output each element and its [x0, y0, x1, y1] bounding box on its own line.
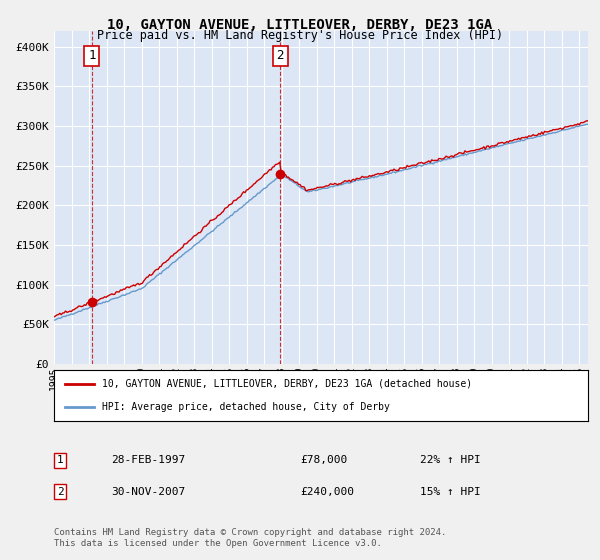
Text: 10, GAYTON AVENUE, LITTLEOVER, DERBY, DE23 1GA: 10, GAYTON AVENUE, LITTLEOVER, DERBY, DE… [107, 18, 493, 32]
Text: 30-NOV-2007: 30-NOV-2007 [111, 487, 185, 497]
Text: 22% ↑ HPI: 22% ↑ HPI [420, 455, 481, 465]
Text: 15% ↑ HPI: 15% ↑ HPI [420, 487, 481, 497]
Text: 1: 1 [88, 49, 95, 62]
Text: Price paid vs. HM Land Registry's House Price Index (HPI): Price paid vs. HM Land Registry's House … [97, 29, 503, 42]
Text: 2: 2 [56, 487, 64, 497]
Text: Contains HM Land Registry data © Crown copyright and database right 2024.
This d: Contains HM Land Registry data © Crown c… [54, 528, 446, 548]
Text: £78,000: £78,000 [300, 455, 347, 465]
Text: 2: 2 [277, 49, 284, 62]
Text: 1: 1 [56, 455, 64, 465]
Text: 28-FEB-1997: 28-FEB-1997 [111, 455, 185, 465]
Text: £240,000: £240,000 [300, 487, 354, 497]
Text: HPI: Average price, detached house, City of Derby: HPI: Average price, detached house, City… [102, 402, 390, 412]
Text: 10, GAYTON AVENUE, LITTLEOVER, DERBY, DE23 1GA (detached house): 10, GAYTON AVENUE, LITTLEOVER, DERBY, DE… [102, 379, 472, 389]
